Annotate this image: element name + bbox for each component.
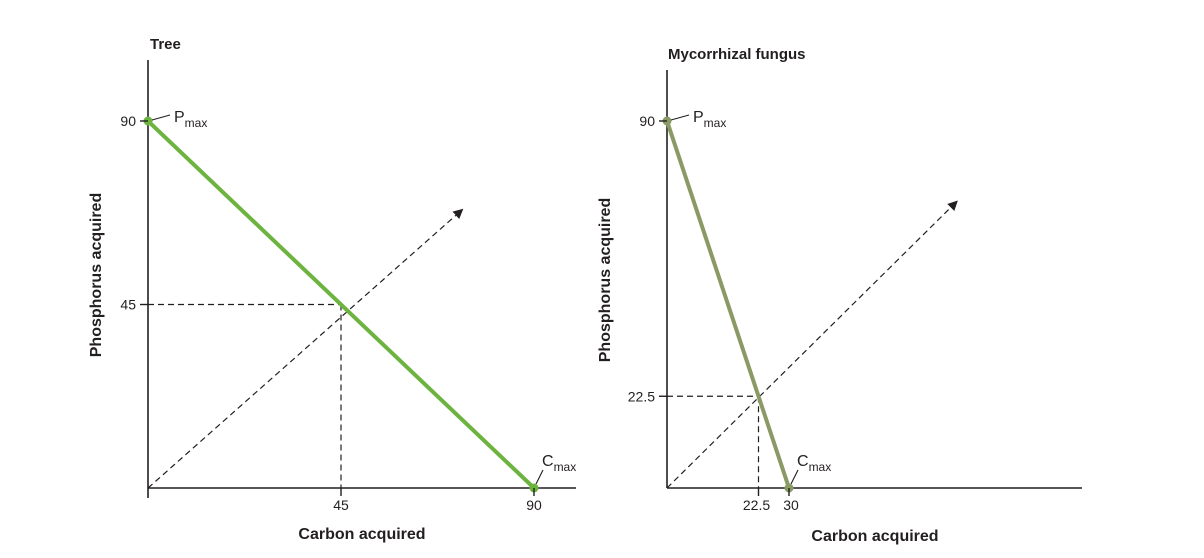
y-tick-label: 45	[120, 297, 136, 313]
annotation-leader	[151, 114, 171, 121]
reference-lines	[666, 200, 958, 489]
x-tick-label: 30	[783, 497, 799, 513]
diagonal-arrow	[666, 200, 958, 489]
diagonal-arrow	[147, 208, 464, 489]
axes	[147, 60, 576, 498]
x-axis-label: Carbon acquired	[811, 528, 938, 545]
chart-title: Mycorrhizal fungus	[668, 46, 806, 63]
mycorrhizal-fungus-chart: Mycorrhizal fungus 22.5 90 22.5 30 Pmax Cmax…	[597, 46, 1082, 545]
annotation-leader	[790, 469, 799, 485]
y-tick-label: 90	[120, 113, 136, 129]
axes	[666, 70, 1082, 489]
y-axis-label: Phosphorus acquired	[597, 198, 614, 362]
y-tick-label: 22.5	[628, 388, 655, 404]
reference-lines	[147, 208, 464, 489]
cmax-label: Cmax	[797, 453, 831, 474]
y-tick-label: 90	[639, 113, 655, 129]
series-lines	[665, 119, 791, 490]
annotation-leader	[670, 114, 690, 121]
pmax-label: Pmax	[693, 109, 726, 130]
annotation-leader	[535, 469, 544, 485]
point-annotations: Pmax Cmax	[151, 109, 576, 485]
point-annotations: Pmax Cmax	[670, 109, 831, 485]
series-line	[146, 119, 536, 490]
y-axis-label: Phosphorus acquired	[88, 193, 105, 357]
x-tick-label: 90	[526, 497, 542, 513]
series-lines	[146, 119, 536, 490]
x-axis-label: Carbon acquired	[298, 526, 425, 543]
cmax-label: Cmax	[542, 453, 576, 474]
chart-title: Tree	[150, 36, 181, 53]
tick-labels: 45 90 45 90	[120, 113, 542, 513]
x-tick-label: 45	[333, 497, 349, 513]
tree-chart: Tree 45 90 45 90 Pmax Cmax Carbon acquired P…	[88, 36, 576, 543]
tick-labels: 22.5 90 22.5 30	[628, 113, 799, 513]
pmax-label: Pmax	[174, 109, 207, 130]
series-line	[665, 119, 791, 490]
x-tick-label: 22.5	[743, 497, 770, 513]
